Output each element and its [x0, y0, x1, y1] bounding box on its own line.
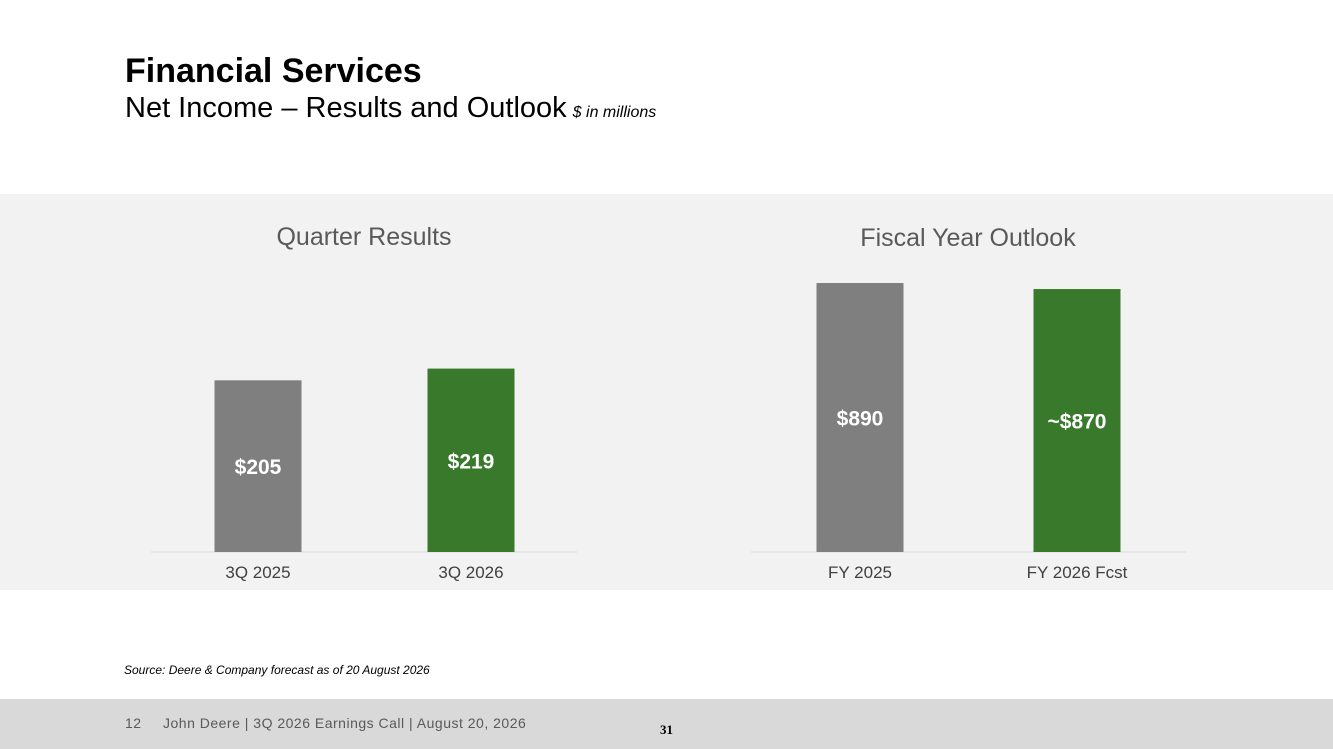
fiscal-year-tick-label-1: FY 2025: [828, 563, 892, 582]
slide-title: Financial Services: [125, 52, 422, 90]
bar-charts: Quarter Results $205 3Q 2025 $219 3Q 2026 Fis…: [151, 223, 1186, 582]
slide-subtitle: Net Income – Results and Outlook $ in mil…: [125, 91, 656, 130]
quarter-data-label-1: $205: [235, 456, 282, 479]
fiscal-year-data-label-2: ~$870: [1048, 411, 1107, 434]
footer-event-text: John Deere | 3Q 2026 Earnings Call | Aug…: [163, 715, 527, 731]
units-note: $ in millions: [572, 104, 657, 121]
footer-page-number: 12: [125, 715, 142, 731]
quarter-tick-label-2: 3Q 2026: [438, 563, 503, 582]
fiscal-year-tick-label-2: FY 2026 Fcst: [1027, 563, 1128, 582]
quarter-tick-label-1: 3Q 2025: [225, 563, 290, 582]
quarter-data-label-2: $219: [448, 450, 495, 473]
source-note: Source: Deere & Company forecast as of 2…: [124, 663, 430, 677]
quarter-bar-1: [214, 380, 302, 552]
footer-slide-number: 31: [660, 722, 673, 737]
fiscal-year-chart-title: Fiscal Year Outlook: [860, 224, 1076, 252]
quarter-bar-2: [427, 368, 515, 552]
fiscal-year-bar-1: [816, 283, 904, 552]
subtitle-text: Net Income – Results and Outlook: [125, 92, 567, 124]
fiscal-year-data-label-1: $890: [837, 408, 884, 431]
charts-panel: Quarter Results $205 3Q 2025 $219 3Q 2026 Fis…: [0, 194, 1333, 590]
footer-bar: 12 John Deere | 3Q 2026 Earnings Call | …: [0, 699, 1333, 749]
fiscal-year-bar-2: [1033, 289, 1121, 552]
quarter-chart-title: Quarter Results: [276, 223, 451, 251]
